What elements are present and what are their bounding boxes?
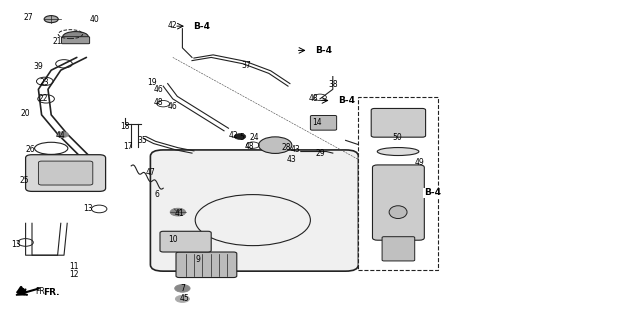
Ellipse shape xyxy=(389,206,407,219)
Text: B-4: B-4 xyxy=(338,96,355,105)
FancyBboxPatch shape xyxy=(26,155,106,191)
Text: 50: 50 xyxy=(392,133,402,142)
Text: 28: 28 xyxy=(282,143,291,152)
Text: 17: 17 xyxy=(123,142,133,151)
Text: 40: 40 xyxy=(90,15,100,24)
Circle shape xyxy=(234,134,246,139)
FancyBboxPatch shape xyxy=(372,165,424,240)
Text: 7: 7 xyxy=(180,284,185,293)
Text: 46: 46 xyxy=(154,85,164,94)
Text: 10: 10 xyxy=(168,235,178,244)
Text: 42: 42 xyxy=(228,131,239,140)
Text: FR.: FR. xyxy=(44,288,60,297)
Ellipse shape xyxy=(378,147,419,156)
Text: 13: 13 xyxy=(11,240,21,249)
Ellipse shape xyxy=(259,137,292,153)
Text: B-4: B-4 xyxy=(424,189,441,197)
Ellipse shape xyxy=(44,16,58,23)
FancyBboxPatch shape xyxy=(38,161,93,185)
Text: 48: 48 xyxy=(154,98,164,107)
FancyBboxPatch shape xyxy=(382,237,415,261)
Circle shape xyxy=(57,132,68,137)
FancyBboxPatch shape xyxy=(150,150,358,271)
FancyBboxPatch shape xyxy=(310,115,337,130)
Text: 11: 11 xyxy=(69,262,78,271)
Text: 24: 24 xyxy=(249,133,259,142)
Text: 42: 42 xyxy=(168,21,178,30)
Text: 14: 14 xyxy=(312,118,322,127)
Text: 12: 12 xyxy=(69,270,78,279)
Circle shape xyxy=(175,295,189,302)
Text: 27: 27 xyxy=(24,13,34,22)
Text: 43: 43 xyxy=(291,145,301,154)
Text: 41: 41 xyxy=(174,209,184,218)
FancyBboxPatch shape xyxy=(160,231,211,252)
Text: 48: 48 xyxy=(244,142,255,151)
Text: B-4: B-4 xyxy=(193,22,211,31)
Text: 20: 20 xyxy=(20,109,31,118)
Text: 44: 44 xyxy=(56,131,66,140)
Polygon shape xyxy=(16,290,26,295)
Text: 6: 6 xyxy=(154,190,159,199)
Text: 48: 48 xyxy=(308,94,319,103)
Circle shape xyxy=(170,208,186,216)
FancyBboxPatch shape xyxy=(371,108,426,137)
FancyBboxPatch shape xyxy=(61,37,90,44)
Text: 49: 49 xyxy=(414,158,424,167)
Text: 37: 37 xyxy=(241,61,252,70)
Text: 9: 9 xyxy=(196,256,201,264)
Circle shape xyxy=(175,285,190,292)
Text: B-4: B-4 xyxy=(315,46,332,55)
Text: 19: 19 xyxy=(147,78,157,87)
Ellipse shape xyxy=(63,32,88,42)
Text: 39: 39 xyxy=(33,63,44,71)
Text: FR.: FR. xyxy=(36,287,47,296)
Text: 22: 22 xyxy=(39,94,48,103)
Text: 5: 5 xyxy=(239,133,244,142)
Text: 21: 21 xyxy=(53,37,62,46)
Text: 35: 35 xyxy=(137,136,147,145)
Text: 18: 18 xyxy=(120,122,129,130)
Text: 47: 47 xyxy=(145,168,156,177)
Text: 13: 13 xyxy=(83,204,93,213)
Text: 45: 45 xyxy=(179,294,189,303)
Text: 23: 23 xyxy=(40,78,50,87)
Text: 43: 43 xyxy=(286,155,296,164)
Text: 46: 46 xyxy=(168,102,178,111)
Text: 25: 25 xyxy=(19,176,29,185)
Text: 29: 29 xyxy=(315,149,325,158)
Text: 26: 26 xyxy=(26,145,36,154)
Bar xyxy=(358,97,438,270)
Text: 38: 38 xyxy=(328,80,338,89)
FancyBboxPatch shape xyxy=(176,252,237,278)
